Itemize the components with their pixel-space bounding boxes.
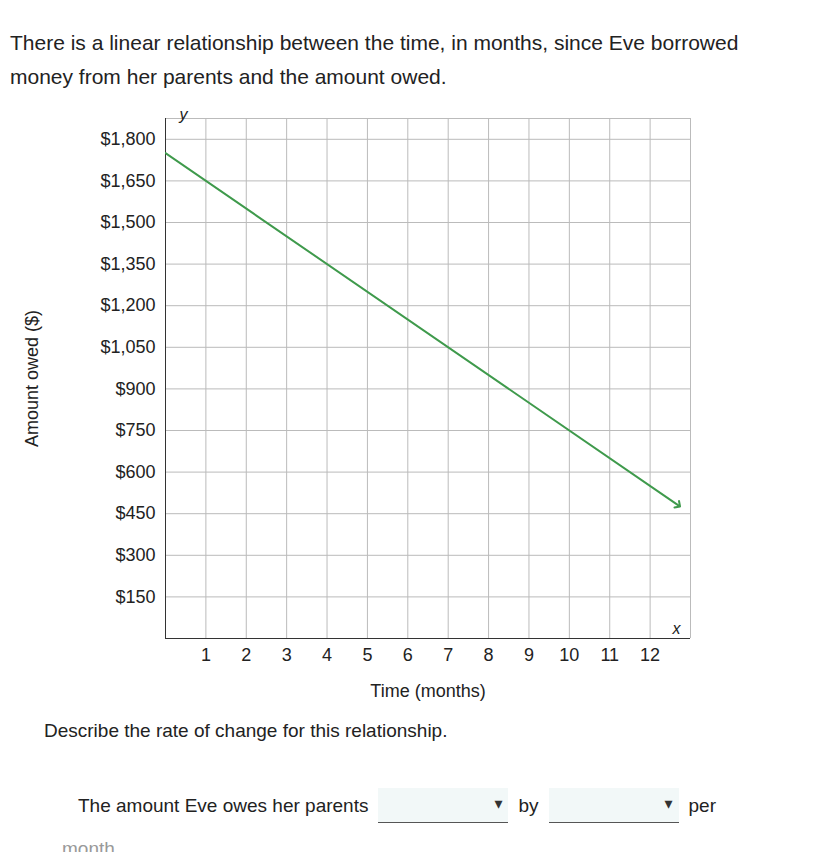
svg-text:6: 6 <box>403 645 413 665</box>
svg-text:$900: $900 <box>115 379 155 399</box>
svg-text:$750: $750 <box>115 420 155 440</box>
svg-text:5: 5 <box>362 645 372 665</box>
svg-text:$600: $600 <box>115 462 155 482</box>
svg-text:10: 10 <box>559 645 579 665</box>
svg-text:x: x <box>672 620 682 637</box>
svg-text:8: 8 <box>484 645 494 665</box>
svg-text:2: 2 <box>241 645 251 665</box>
html-text:There is a linear relationship: There is a linear relationship between t… <box>10 31 739 88</box>
svg-text:$1,200: $1,200 <box>100 295 155 315</box>
svg-text:Time (months): Time (months) <box>370 681 485 701</box>
svg-text:$1,500: $1,500 <box>100 212 155 232</box>
html-text:Describe the rate of change fo: Describe the rate of change for this rel… <box>44 720 448 741</box>
svg-text:7: 7 <box>443 645 453 665</box>
html-text:by: by <box>518 794 539 816</box>
svg-text:$1,650: $1,650 <box>100 171 155 191</box>
svg-text:12: 12 <box>640 645 660 665</box>
svg-text:4: 4 <box>322 645 332 665</box>
html-text:per: per <box>688 794 716 816</box>
svg-text:Amount owed ($): Amount owed ($) <box>22 310 42 447</box>
svg-text:9: 9 <box>524 645 534 665</box>
svg-text:$450: $450 <box>115 503 155 523</box>
svg-text:$300: $300 <box>115 545 155 565</box>
html-text:The amount Eve owes her parent: The amount Eve owes her parents <box>78 794 369 816</box>
svg-text:1: 1 <box>201 645 211 665</box>
svg-text:$150: $150 <box>115 587 155 607</box>
svg-text:y: y <box>179 106 189 123</box>
svg-text:$1,050: $1,050 <box>100 337 155 357</box>
svg-text:11: 11 <box>600 645 619 665</box>
svg-text:$1,350: $1,350 <box>100 254 155 274</box>
svg-text:3: 3 <box>282 645 292 665</box>
svg-text:$1,800: $1,800 <box>100 129 155 149</box>
